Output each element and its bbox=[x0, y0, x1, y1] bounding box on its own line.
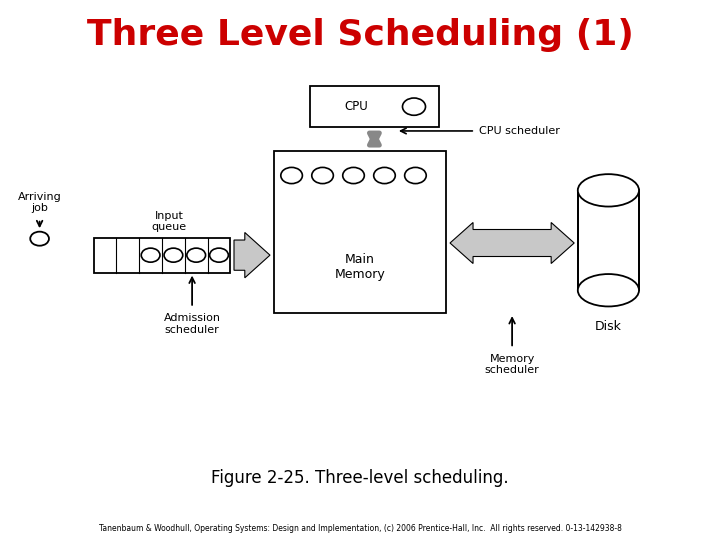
Text: Disk: Disk bbox=[595, 320, 622, 333]
Text: Figure 2-25. Three-level scheduling.: Figure 2-25. Three-level scheduling. bbox=[211, 469, 509, 487]
Text: Arriving
job: Arriving job bbox=[18, 192, 61, 213]
Text: CPU scheduler: CPU scheduler bbox=[479, 126, 559, 136]
Ellipse shape bbox=[577, 274, 639, 306]
Bar bbox=[310, 86, 439, 127]
Text: Tanenbaum & Woodhull, Operating Systems: Design and Implementation, (c) 2006 Pre: Tanenbaum & Woodhull, Operating Systems:… bbox=[99, 524, 621, 532]
Text: Memory
scheduler: Memory scheduler bbox=[485, 354, 539, 375]
Text: Input
queue: Input queue bbox=[151, 211, 186, 232]
Text: Three Level Scheduling (1): Three Level Scheduling (1) bbox=[86, 18, 634, 52]
Text: Admission
scheduler: Admission scheduler bbox=[163, 313, 220, 335]
Ellipse shape bbox=[577, 174, 639, 206]
Polygon shape bbox=[450, 222, 575, 264]
Bar bbox=[274, 151, 446, 313]
Bar bbox=[577, 191, 639, 291]
Text: CPU: CPU bbox=[345, 100, 368, 113]
Bar bbox=[94, 238, 230, 273]
Text: Main
Memory: Main Memory bbox=[335, 253, 385, 281]
Polygon shape bbox=[234, 232, 270, 278]
